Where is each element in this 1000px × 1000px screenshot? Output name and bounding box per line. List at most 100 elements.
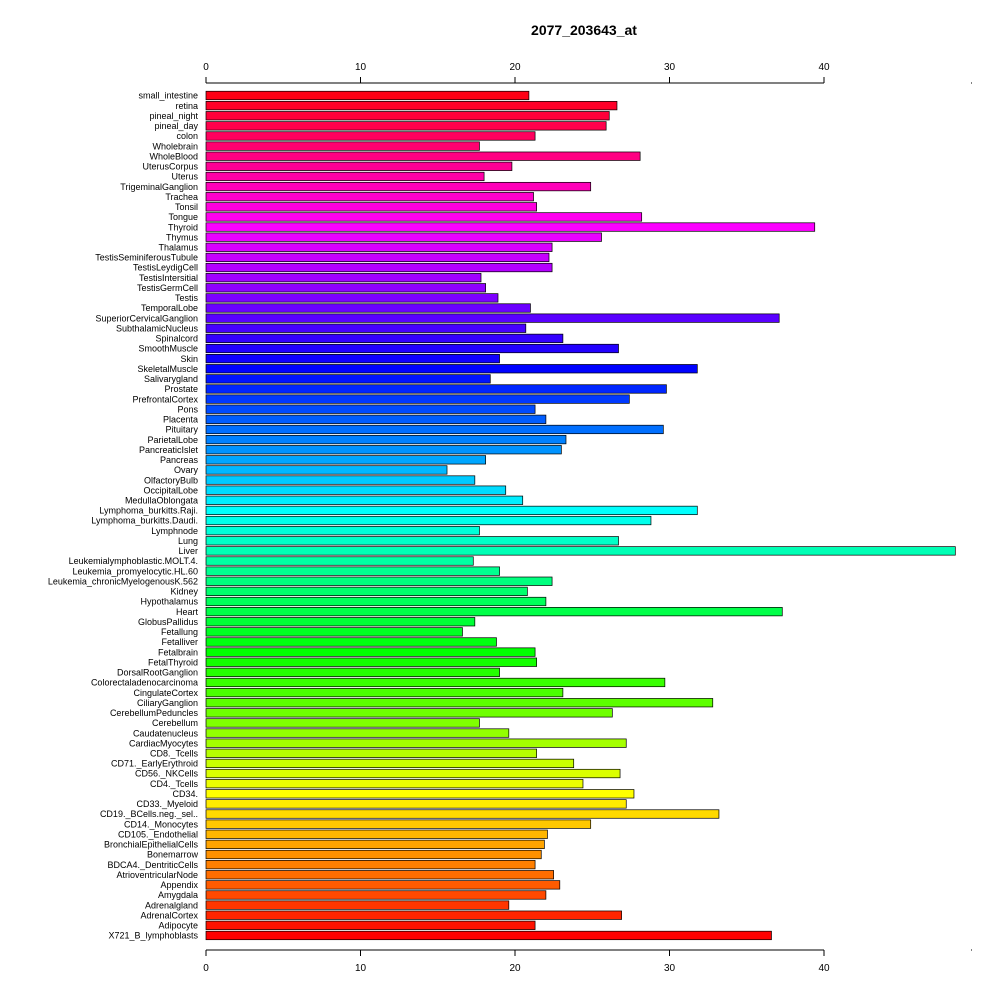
bar xyxy=(205,789,635,799)
tick-label: 40 xyxy=(818,62,830,73)
bar xyxy=(205,718,480,728)
category-label: Thalamus xyxy=(158,243,198,253)
category-label: CD8._Tcells xyxy=(150,749,199,759)
category-label: Adipocyte xyxy=(158,921,198,931)
bar xyxy=(205,90,530,101)
category-label: Pons xyxy=(177,404,198,414)
bar xyxy=(205,870,554,880)
bar xyxy=(205,364,698,374)
category-label: Testis xyxy=(175,293,199,303)
bar-series xyxy=(205,90,956,941)
bar xyxy=(205,131,536,141)
category-label: Lymphnode xyxy=(151,526,198,536)
bar xyxy=(205,242,553,252)
bar xyxy=(205,607,783,617)
category-label: TestisGermCell xyxy=(137,283,198,293)
bar xyxy=(205,647,536,657)
category-label: CD34. xyxy=(172,789,198,799)
category-label: CD4._Tcells xyxy=(150,779,199,789)
category-label: CingulateCortex xyxy=(133,688,198,698)
category-label: Amygdala xyxy=(158,890,198,900)
category-label: SkeletalMuscle xyxy=(137,364,198,374)
category-label: Caudatenucleus xyxy=(133,728,199,738)
bar xyxy=(205,101,618,111)
bar xyxy=(205,566,500,576)
category-label: Fetallung xyxy=(161,627,198,637)
category-label: Trachea xyxy=(165,192,198,202)
bar xyxy=(205,637,497,647)
bar xyxy=(205,121,607,131)
bar xyxy=(205,849,542,860)
bottom-x-axis: 0 10 20 30 40 xyxy=(203,949,972,974)
bar xyxy=(205,232,602,242)
bar xyxy=(205,384,667,394)
bar xyxy=(205,202,537,212)
bar xyxy=(205,505,698,516)
tick-label: 30 xyxy=(664,963,676,974)
category-label: Colorectaladenocarcinoma xyxy=(91,678,198,688)
bar xyxy=(205,404,536,414)
bar xyxy=(205,657,537,667)
category-label: Wholebrain xyxy=(152,141,198,151)
category-label: CD33._Myeloid xyxy=(136,799,198,809)
bar xyxy=(205,687,564,698)
category-label: OccipitalLobe xyxy=(143,485,198,495)
category-label: UterusCorpus xyxy=(142,162,198,172)
bar xyxy=(205,526,480,536)
category-label: Ovary xyxy=(174,465,199,475)
category-label: Bonemarrow xyxy=(147,850,199,860)
bar xyxy=(205,181,592,192)
category-label: CardiacMyocytes xyxy=(129,738,199,748)
category-label: CD56._NKCells xyxy=(135,769,199,779)
category-label: PrefrontalCortex xyxy=(132,394,198,404)
category-label: TestisSeminiferousTubule xyxy=(95,253,198,263)
bar xyxy=(205,617,476,627)
bar xyxy=(205,596,547,607)
category-label: Fetalliver xyxy=(161,637,198,647)
bar xyxy=(205,293,499,303)
category-label: CerebellumPeduncles xyxy=(110,708,199,718)
bar xyxy=(205,515,652,526)
category-label: Pancreas xyxy=(160,455,199,465)
bar xyxy=(205,819,592,829)
bar xyxy=(205,303,531,313)
bar xyxy=(205,880,561,890)
category-label: CD105._Endothelial xyxy=(118,829,198,839)
bar xyxy=(205,222,816,232)
category-label: SubthalamicNucleus xyxy=(116,323,199,333)
bar xyxy=(205,627,463,637)
bar xyxy=(205,556,474,566)
tick-label: 20 xyxy=(509,963,521,974)
category-label: Spinalcord xyxy=(155,334,198,344)
bar xyxy=(205,343,619,354)
category-label: CiliaryGanglion xyxy=(137,698,198,708)
bar xyxy=(205,586,528,596)
category-label: TestisIntersitial xyxy=(139,273,198,283)
bar xyxy=(205,576,553,586)
tick-label: 0 xyxy=(203,62,209,73)
bar xyxy=(205,212,643,222)
bar xyxy=(205,475,476,485)
category-labels: small_intestineretinapineal_nightpineal_… xyxy=(48,91,199,941)
bar xyxy=(205,374,491,384)
category-label: MedullaOblongata xyxy=(125,496,198,506)
bar xyxy=(205,677,666,688)
category-label: OlfactoryBulb xyxy=(144,475,198,485)
category-label: Appendix xyxy=(160,880,198,890)
category-label: Tongue xyxy=(168,212,198,222)
bar xyxy=(205,414,547,424)
bar xyxy=(205,192,534,202)
bar xyxy=(205,323,527,333)
tick-label: 30 xyxy=(664,62,676,73)
bar xyxy=(205,141,480,151)
category-label: SuperiorCervicalGanglion xyxy=(95,313,198,323)
category-label: Liver xyxy=(178,546,198,556)
bar xyxy=(205,354,500,364)
bar xyxy=(205,910,622,920)
category-label: DorsalRootGanglion xyxy=(117,668,198,678)
bar xyxy=(205,313,780,323)
bar xyxy=(205,495,524,505)
category-label: Placenta xyxy=(163,415,198,425)
bar xyxy=(205,839,545,849)
category-label: TrigeminalGanglion xyxy=(120,182,198,192)
